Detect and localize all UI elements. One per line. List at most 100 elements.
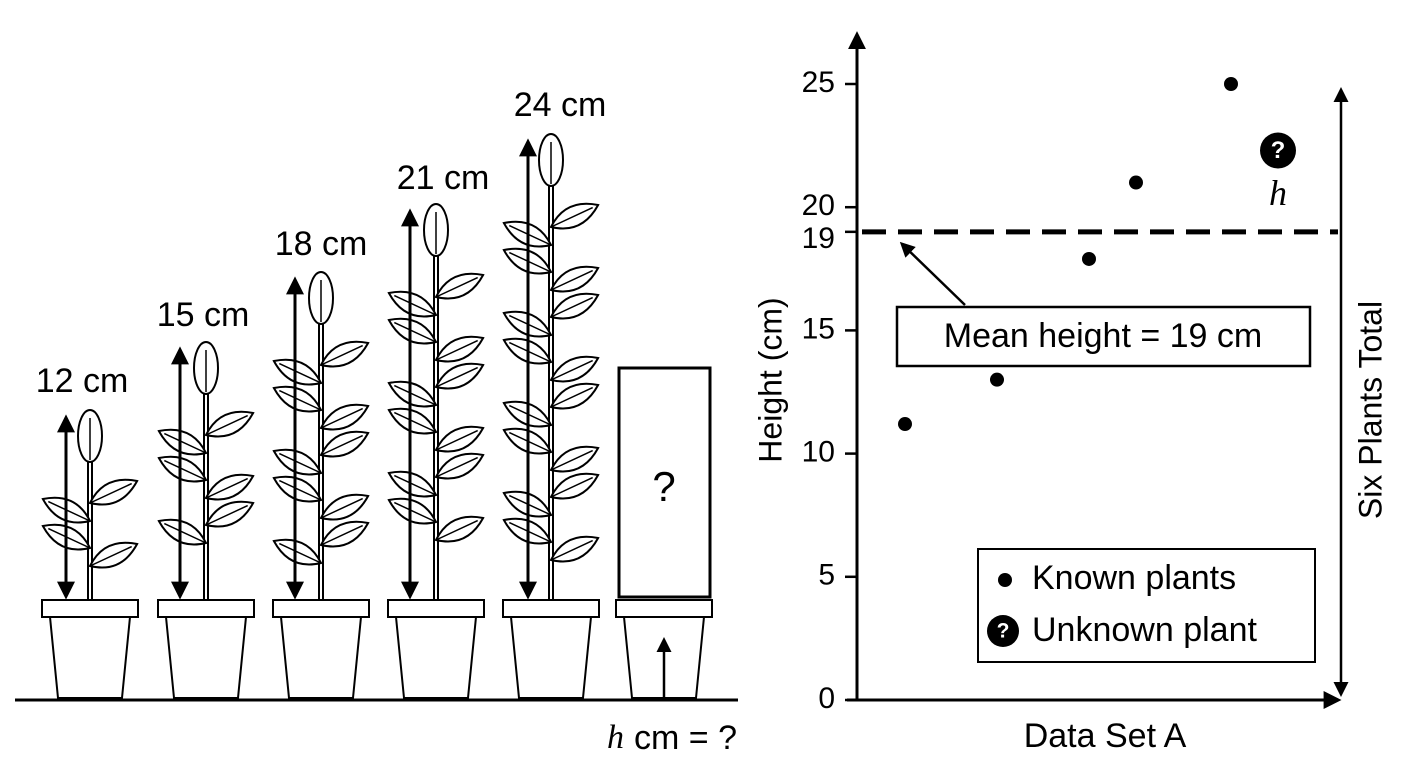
height-label: 24 cm — [514, 86, 607, 124]
leaf — [272, 475, 323, 503]
leaf — [387, 407, 438, 435]
leaf — [204, 473, 255, 501]
pot-rim — [272, 599, 370, 618]
leaf — [434, 515, 485, 543]
leaf-vein — [550, 386, 594, 408]
leaf-vein — [205, 414, 249, 436]
leaf — [204, 500, 255, 528]
leaf — [549, 265, 600, 293]
leaf-vein — [435, 276, 479, 298]
leaf — [549, 382, 600, 410]
leaf-vein — [89, 482, 133, 504]
y-tick-label: 5 — [818, 559, 835, 592]
known-point — [990, 372, 1004, 387]
leaf-vein — [320, 434, 364, 456]
leaf — [387, 470, 438, 498]
leaf-vein — [550, 296, 594, 318]
leaf — [549, 355, 600, 383]
leaf-vein — [435, 339, 479, 361]
known-point — [1224, 77, 1238, 91]
y-tick-label: 0 — [818, 682, 835, 715]
leaf-vein — [435, 366, 479, 388]
leaf — [434, 425, 485, 453]
pot — [509, 616, 593, 699]
leaf — [434, 272, 485, 300]
unknown-point — [1260, 132, 1296, 169]
known-point — [1082, 251, 1096, 266]
pot — [279, 616, 363, 699]
y-tick-label: 10 — [802, 436, 835, 469]
legend-label: Known plants — [1032, 559, 1236, 597]
side-label: Six Plants Total — [1352, 301, 1388, 519]
leaf — [387, 317, 438, 345]
leaf — [204, 410, 255, 438]
y-axis-label: Height (cm) — [752, 297, 788, 462]
leaf-vein — [550, 449, 594, 471]
y-tick-label: 25 — [802, 66, 835, 99]
leaf-vein — [435, 456, 479, 478]
leaf-vein — [550, 269, 594, 291]
unknown-symbol: h — [607, 719, 624, 756]
leaf — [157, 518, 208, 546]
leaf — [272, 358, 323, 386]
leaf — [88, 478, 139, 506]
leaf-vein — [550, 359, 594, 381]
leaf — [319, 493, 370, 521]
pot-rim — [387, 599, 485, 618]
y-tick-label: 20 — [802, 189, 835, 222]
leaf-vein — [550, 476, 594, 498]
leaf-vein — [205, 504, 249, 526]
height-label: 15 cm — [157, 296, 250, 334]
leaf — [157, 428, 208, 456]
pot-rim — [615, 599, 713, 618]
legend-label: Unknown plant — [1032, 611, 1257, 649]
height-label: 12 cm — [36, 362, 129, 400]
legend-unknown-marker — [987, 615, 1019, 647]
leaf — [387, 290, 438, 318]
unknown-label: h cm = ? — [607, 719, 737, 757]
leaf — [549, 445, 600, 473]
leaf — [549, 202, 600, 230]
pot — [48, 616, 132, 699]
y-tick-label: 19 — [802, 222, 835, 255]
leaf — [387, 380, 438, 408]
mean-box — [895, 305, 1312, 368]
leaf — [387, 497, 438, 525]
known-point — [1129, 175, 1143, 190]
leaf-vein — [320, 407, 364, 429]
leaf — [319, 403, 370, 431]
height-label: 18 cm — [275, 225, 368, 263]
leaf — [549, 535, 600, 563]
leaf — [272, 385, 323, 413]
unknown-box — [617, 366, 712, 599]
leaf-vein — [205, 477, 249, 499]
leaf — [272, 448, 323, 476]
unknown-point-label: h — [1269, 173, 1287, 213]
pot-rim — [502, 599, 600, 618]
leaf — [319, 430, 370, 458]
leaf — [434, 335, 485, 363]
pot-rim — [41, 599, 139, 618]
leaf — [319, 340, 370, 368]
pot — [164, 616, 248, 699]
leaf — [434, 452, 485, 480]
legend-known-marker — [998, 573, 1012, 587]
leaf — [88, 541, 139, 569]
pot — [394, 616, 478, 699]
pot-rim — [157, 599, 255, 618]
leaf-vein — [89, 545, 133, 567]
leaf-vein — [320, 344, 364, 366]
leaf-vein — [320, 524, 364, 546]
leaf — [434, 362, 485, 390]
leaf-vein — [435, 519, 479, 541]
leaf-vein — [550, 206, 594, 228]
unknown-box-mark: ? — [652, 463, 675, 510]
y-tick-label: 15 — [802, 312, 835, 345]
leaf — [549, 292, 600, 320]
mean-label: Mean height = 19 cm — [944, 317, 1262, 355]
unknown-point-mark: ? — [1271, 137, 1286, 164]
x-axis-label: Data Set A — [1024, 717, 1187, 755]
legend-box — [977, 548, 1316, 663]
leaf-vein — [320, 497, 364, 519]
